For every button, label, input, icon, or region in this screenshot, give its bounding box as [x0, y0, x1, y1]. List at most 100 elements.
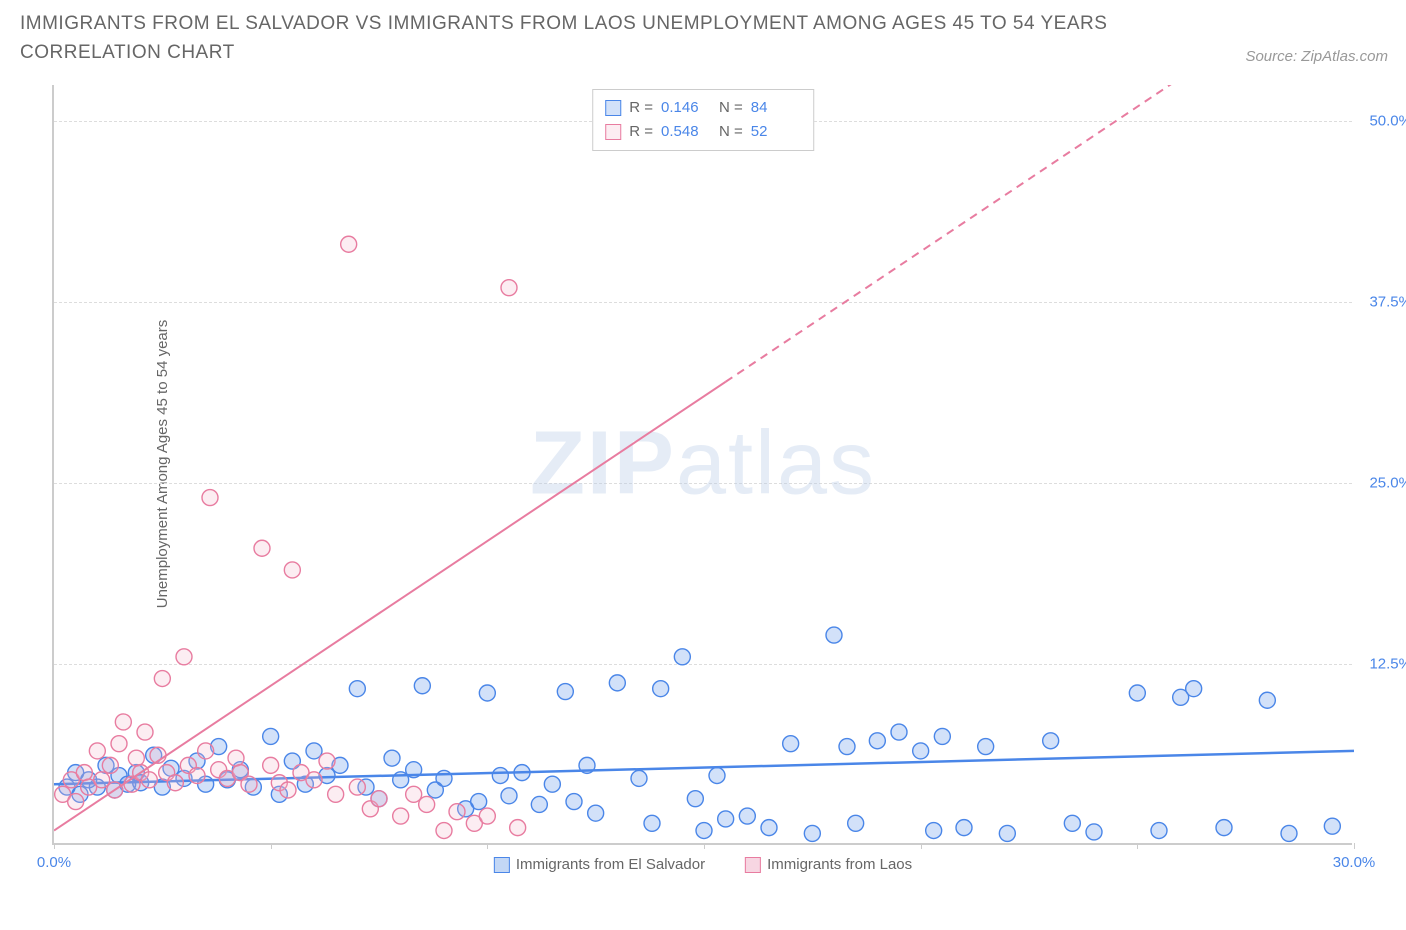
- scatter-point: [328, 786, 344, 802]
- scatter-point: [709, 768, 725, 784]
- scatter-point: [926, 823, 942, 839]
- scatter-point: [913, 743, 929, 759]
- scatter-point: [1043, 733, 1059, 749]
- legend-item: Immigrants from El Salvador: [494, 856, 705, 873]
- scatter-point: [1186, 681, 1202, 697]
- legend-swatch: [605, 124, 621, 140]
- scatter-point: [349, 681, 365, 697]
- scatter-point: [718, 811, 734, 827]
- scatter-point: [510, 820, 526, 836]
- scatter-point: [111, 736, 127, 752]
- scatter-point: [1259, 692, 1275, 708]
- regression-line-dashed: [726, 85, 1354, 382]
- scatter-point: [531, 796, 547, 812]
- r-label: R =: [629, 120, 653, 144]
- scatter-point: [869, 733, 885, 749]
- scatter-point: [414, 678, 430, 694]
- scatter-point: [501, 788, 517, 804]
- scatter-point: [393, 808, 409, 824]
- scatter-point: [934, 728, 950, 744]
- r-value: 0.548: [661, 120, 711, 144]
- r-label: R =: [629, 96, 653, 120]
- correlation-legend-box: R = 0.146 N = 84 R = 0.548 N = 52: [592, 89, 814, 151]
- scatter-point: [501, 280, 517, 296]
- scatter-point: [449, 804, 465, 820]
- scatter-point: [115, 714, 131, 730]
- scatter-point: [891, 724, 907, 740]
- scatter-point: [154, 671, 170, 687]
- scatter-point: [280, 782, 296, 798]
- scatter-point: [653, 681, 669, 697]
- scatter-point: [696, 823, 712, 839]
- scatter-point: [102, 757, 118, 773]
- scatter-point: [492, 768, 508, 784]
- scatter-point: [202, 490, 218, 506]
- n-label: N =: [719, 96, 743, 120]
- scatter-point: [141, 772, 157, 788]
- scatter-point: [384, 750, 400, 766]
- x-tick-label: 0.0%: [37, 854, 71, 871]
- scatter-point: [228, 750, 244, 766]
- scatter-point: [978, 739, 994, 755]
- y-tick-label: 50.0%: [1369, 113, 1406, 130]
- y-tick-label: 25.0%: [1369, 475, 1406, 492]
- scatter-point: [999, 825, 1015, 841]
- scatter-point: [1324, 818, 1340, 834]
- chart-container: Unemployment Among Ages 45 to 54 years Z…: [52, 85, 1392, 875]
- r-value: 0.146: [661, 96, 711, 120]
- scatter-point: [189, 768, 205, 784]
- scatter-point: [588, 805, 604, 821]
- n-value: 52: [751, 120, 801, 144]
- scatter-point: [956, 820, 972, 836]
- scatter-point: [263, 757, 279, 773]
- n-label: N =: [719, 120, 743, 144]
- scatter-point: [479, 808, 495, 824]
- x-tick: [1354, 843, 1355, 849]
- scatter-point: [839, 739, 855, 755]
- x-tick-label: 30.0%: [1333, 854, 1376, 871]
- scatter-point: [341, 236, 357, 252]
- scatter-point: [674, 649, 690, 665]
- y-tick-label: 12.5%: [1369, 656, 1406, 673]
- n-value: 84: [751, 96, 801, 120]
- scatter-point: [826, 627, 842, 643]
- scatter-point: [848, 815, 864, 831]
- legend-swatch: [494, 857, 510, 873]
- scatter-point: [609, 675, 625, 691]
- scatter-point: [471, 794, 487, 810]
- scatter-point: [1086, 824, 1102, 840]
- scatter-point: [1281, 825, 1297, 841]
- scatter-point: [644, 815, 660, 831]
- scatter-point: [76, 765, 92, 781]
- legend-label: Immigrants from El Salvador: [516, 856, 705, 873]
- scatter-point: [319, 753, 335, 769]
- scatter-point: [263, 728, 279, 744]
- scatter-point: [1129, 685, 1145, 701]
- scatter-point: [128, 750, 144, 766]
- scatter-point: [254, 540, 270, 556]
- scatter-point: [783, 736, 799, 752]
- correlation-legend-row: R = 0.548 N = 52: [605, 120, 801, 144]
- scatter-point: [371, 791, 387, 807]
- y-tick-label: 37.5%: [1369, 294, 1406, 311]
- scatter-point: [167, 775, 183, 791]
- scatter-point: [687, 791, 703, 807]
- chart-title: IMMIGRANTS FROM EL SALVADOR VS IMMIGRANT…: [20, 10, 1120, 67]
- correlation-legend-row: R = 0.146 N = 84: [605, 96, 801, 120]
- scatter-point: [349, 779, 365, 795]
- scatter-point: [68, 794, 84, 810]
- legend-item: Immigrants from Laos: [745, 856, 912, 873]
- scatter-point: [284, 562, 300, 578]
- scatter-point: [557, 684, 573, 700]
- scatter-point: [198, 743, 214, 759]
- scatter-point: [89, 743, 105, 759]
- scatter-point: [306, 772, 322, 788]
- plot-area: Unemployment Among Ages 45 to 54 years Z…: [52, 85, 1352, 845]
- series-legend: Immigrants from El Salvador Immigrants fr…: [494, 856, 912, 873]
- scatter-point: [176, 649, 192, 665]
- legend-swatch: [605, 100, 621, 116]
- scatter-point: [761, 820, 777, 836]
- scatter-point: [804, 825, 820, 841]
- source-credit: Source: ZipAtlas.com: [1245, 48, 1388, 65]
- scatter-point: [419, 796, 435, 812]
